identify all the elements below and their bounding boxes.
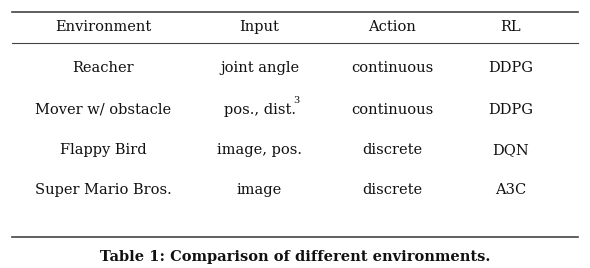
Text: DDPG: DDPG <box>488 61 533 75</box>
Text: continuous: continuous <box>351 61 434 75</box>
Text: Action: Action <box>368 20 417 34</box>
Text: Environment: Environment <box>55 20 152 34</box>
Text: Super Mario Bros.: Super Mario Bros. <box>35 183 172 197</box>
Text: DQN: DQN <box>492 143 529 157</box>
Text: Reacher: Reacher <box>73 61 134 75</box>
Text: RL: RL <box>500 20 520 34</box>
Text: continuous: continuous <box>351 103 434 117</box>
Text: Table 1: Comparison of different environments.: Table 1: Comparison of different environ… <box>100 250 490 264</box>
Text: Flappy Bird: Flappy Bird <box>60 143 146 157</box>
Text: discrete: discrete <box>362 183 422 197</box>
Text: Mover w/ obstacle: Mover w/ obstacle <box>35 103 171 117</box>
Text: image, pos.: image, pos. <box>217 143 302 157</box>
Text: 3: 3 <box>293 96 300 105</box>
Text: DDPG: DDPG <box>488 103 533 117</box>
Text: joint angle: joint angle <box>220 61 299 75</box>
Text: discrete: discrete <box>362 143 422 157</box>
Text: pos., dist.: pos., dist. <box>224 103 296 117</box>
Text: image: image <box>237 183 282 197</box>
Text: A3C: A3C <box>495 183 526 197</box>
Text: Input: Input <box>240 20 280 34</box>
